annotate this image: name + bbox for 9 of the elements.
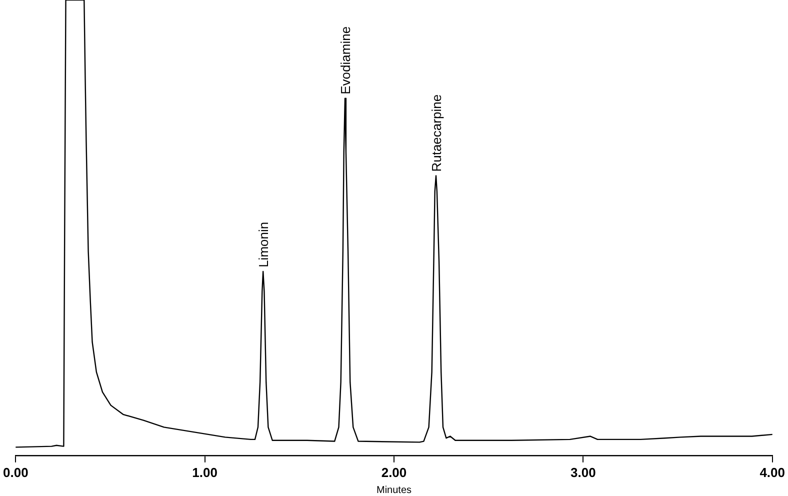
annotation: Evodiamine: [338, 26, 354, 94]
x-axis-title: Minutes: [376, 484, 412, 496]
x-tick-label: 4.00: [760, 464, 786, 480]
annotation: Limonin: [256, 222, 272, 268]
x-tick-label: 3.00: [570, 464, 596, 480]
x-tick-label: 0.00: [2, 464, 28, 480]
x-tick-label: 2.00: [381, 464, 407, 480]
x-tick-label: 1.00: [192, 464, 218, 480]
annotation: Rutaecarpine: [428, 94, 444, 172]
